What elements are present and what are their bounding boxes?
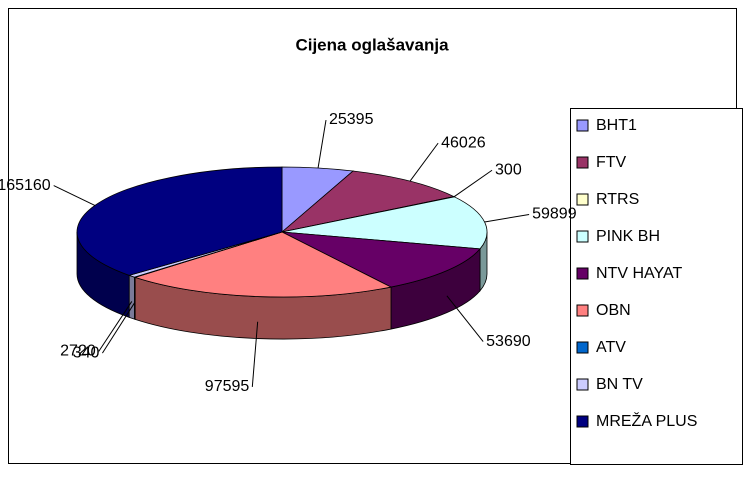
leader-line — [251, 321, 259, 387]
slice — [133, 231, 393, 298]
data-label: 97595 — [205, 378, 250, 395]
legend-label: OBN — [596, 302, 631, 319]
legend-label: NTV HAYAT — [596, 265, 682, 282]
legend-swatch — [576, 267, 589, 280]
legend-swatch — [576, 304, 589, 317]
data-label: 2720 — [60, 343, 96, 360]
data-label: 340 — [73, 344, 100, 361]
leader-line — [53, 185, 96, 206]
data-label: 59899 — [532, 206, 577, 223]
leader-line — [446, 295, 484, 342]
legend-box — [570, 108, 743, 465]
legend-swatch — [576, 193, 589, 206]
leader-line — [101, 302, 136, 354]
leader-line — [409, 142, 439, 182]
legend-swatch — [576, 378, 589, 391]
data-label: 53690 — [486, 333, 531, 350]
legend-label: ATV — [596, 339, 626, 356]
slice — [281, 231, 481, 288]
data-label: 46026 — [441, 134, 486, 151]
legend-label: RTRS — [596, 191, 639, 208]
legend-label: MREŽA PLUS — [596, 411, 697, 430]
legend-swatch — [576, 156, 589, 169]
leader-line — [317, 119, 327, 169]
legend-swatch — [576, 119, 589, 132]
legend-label: FTV — [596, 154, 627, 171]
chart-title: Cijena oglašavanja — [295, 35, 449, 54]
data-label: 165160 — [0, 177, 51, 194]
legend-swatch — [576, 230, 589, 243]
legend-swatch — [576, 341, 589, 354]
slice — [76, 166, 283, 276]
slice — [281, 196, 488, 250]
leader-line — [484, 213, 530, 223]
data-label: 25395 — [329, 111, 374, 128]
legend-label: PINK BH — [596, 228, 660, 245]
leader-line — [453, 169, 493, 198]
data-label: 300 — [495, 161, 522, 178]
legend-swatch — [576, 415, 589, 428]
leader-line — [98, 301, 133, 352]
slice — [280, 170, 456, 233]
legend-label: BN TV — [596, 376, 643, 393]
slice-side — [128, 274, 135, 320]
legend-label: BHT1 — [596, 117, 637, 134]
